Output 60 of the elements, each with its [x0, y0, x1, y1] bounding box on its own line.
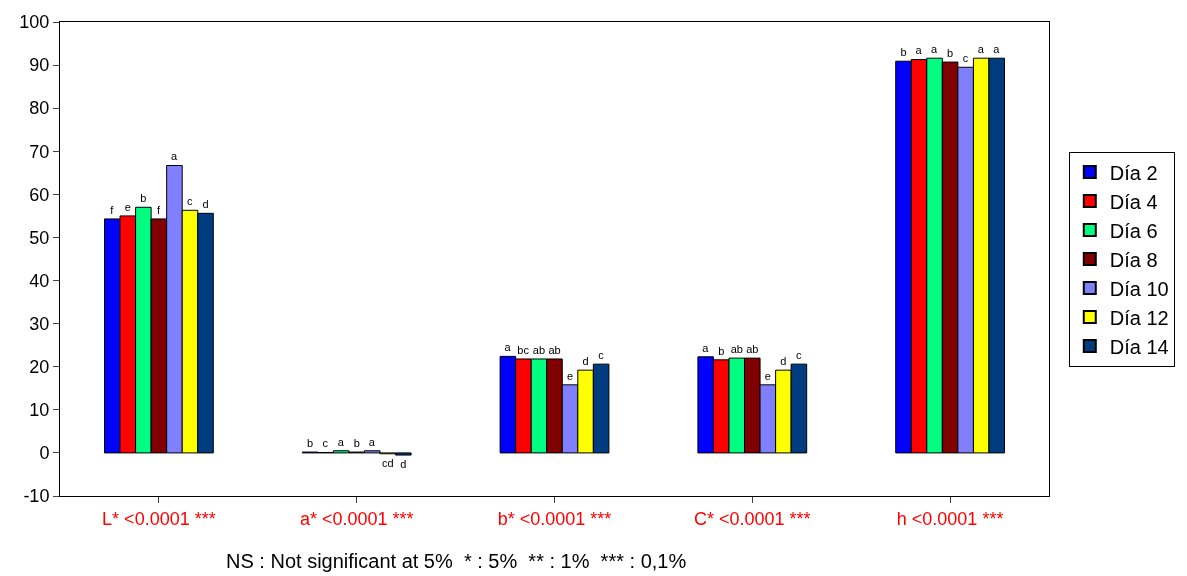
- data-label: c: [598, 349, 605, 362]
- y-tick-label: -10: [23, 486, 50, 507]
- y-tick-label: 70: [29, 141, 50, 162]
- data-label: a: [504, 341, 512, 354]
- data-label: cd: [381, 456, 394, 469]
- legend-label: Día 14: [1109, 335, 1169, 358]
- data-label: c: [186, 195, 193, 208]
- legend-label: Día 8: [1109, 248, 1158, 271]
- data-label: d: [400, 458, 407, 471]
- x-tick-label: a* <0.0001 ***: [299, 508, 414, 529]
- y-tick-label: 60: [29, 184, 50, 205]
- data-label: ab: [532, 343, 546, 356]
- data-label: ab: [548, 343, 561, 356]
- data-label: d: [780, 355, 787, 368]
- data-label: b: [718, 344, 725, 357]
- data-label: c: [962, 52, 969, 65]
- y-tick-label: 90: [29, 55, 50, 76]
- y-tick-label: 50: [29, 227, 50, 248]
- x-tick-label: b* <0.0001 ***: [497, 508, 612, 529]
- data-label: e: [124, 200, 131, 213]
- y-tick-label: 100: [19, 12, 50, 33]
- data-label: b: [900, 46, 907, 59]
- data-label: a: [915, 44, 923, 57]
- data-label: f: [110, 203, 115, 216]
- data-label: a: [931, 43, 939, 56]
- data-label: ab: [746, 343, 759, 356]
- x-tick-label: h <0.0001 ***: [896, 508, 1004, 529]
- data-label: e: [764, 369, 771, 382]
- x-tick-label: C* <0.0001 ***: [694, 508, 811, 529]
- data-label: b: [140, 192, 147, 205]
- data-label: b: [307, 437, 314, 450]
- legend-label: Día 12: [1109, 306, 1169, 329]
- y-tick-label: 0: [39, 443, 50, 464]
- data-label: d: [202, 198, 209, 211]
- data-label: a: [337, 435, 345, 448]
- data-label: b: [353, 437, 360, 450]
- data-label: b: [947, 47, 954, 60]
- data-label: a: [368, 435, 376, 448]
- legend-label: Día 2: [1109, 161, 1158, 184]
- data-label: bc: [517, 343, 530, 356]
- y-tick-label: 80: [29, 98, 50, 119]
- data-label: a: [977, 43, 985, 56]
- data-label: c: [795, 349, 802, 362]
- legend-label: Día 10: [1109, 277, 1169, 300]
- data-label: a: [702, 341, 710, 354]
- data-label: f: [156, 203, 161, 216]
- y-tick-label: 40: [29, 270, 50, 291]
- data-label: ab: [730, 343, 743, 356]
- data-label: c: [322, 437, 329, 450]
- data-label: e: [566, 369, 574, 382]
- legend-label: Día 4: [1109, 190, 1158, 213]
- y-tick-label: 10: [29, 400, 50, 421]
- data-label: a: [170, 150, 178, 163]
- y-tick-label: 20: [29, 357, 50, 378]
- x-tick-label: L* <0.0001 ***: [102, 508, 216, 529]
- data-label: d: [582, 355, 589, 368]
- text: NS : Not significant at 5% * : 5% ** : 1% *** : 0,1%: [226, 550, 687, 572]
- y-tick-label: 30: [29, 313, 50, 334]
- data-label: a: [993, 43, 1001, 56]
- legend-label: Día 6: [1109, 219, 1158, 242]
